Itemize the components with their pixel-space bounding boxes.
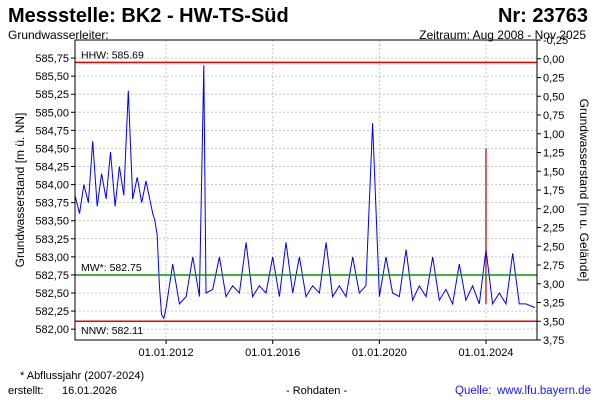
y-axis-title: Grundwasserstand [m ü. NN] [13, 113, 27, 268]
water-level-series [74, 65, 536, 320]
y-right-tick-label: 1,75 [543, 185, 564, 197]
y-tick-label: 584,75 [35, 125, 69, 137]
y-tick-label: 583,75 [35, 198, 69, 210]
footnote: * Abflussjahr (2007-2024) [20, 370, 145, 382]
created-date: 16.01.2026 [62, 385, 118, 397]
y-right-tick-label: 1,50 [543, 166, 564, 178]
plot-frame [74, 39, 538, 341]
y-right-tick-label: 2,75 [543, 260, 564, 272]
y-right-tick-label: 2,50 [543, 241, 564, 253]
y-tick-label: 583,50 [35, 216, 69, 228]
created-label: erstellt: [8, 385, 44, 397]
y-tick-label: 584,00 [35, 180, 69, 192]
x-tick-label: 01.01.2024 [458, 347, 513, 359]
period-label: Zeitraum: Aug 2008 - Nov 2025 [419, 28, 586, 42]
y-right-tick-label: 2,25 [543, 223, 564, 235]
station-number: Nr: 23763 [497, 5, 588, 27]
y-tick-label: 585,50 [35, 71, 69, 83]
y-tick-label: 582,00 [35, 324, 69, 336]
y-right-tick-label: 3,25 [543, 298, 564, 310]
y-right-tick-label: -0,25 [543, 35, 568, 47]
y-tick-label: 584,50 [35, 143, 69, 155]
y-right-tick-label: 3,75 [543, 335, 564, 347]
ref-label-nnw: NNW: 582.11 [81, 325, 143, 337]
y-right-tick-label: 1,25 [543, 148, 564, 160]
y-right-tick-label: 3,50 [543, 316, 564, 328]
y-tick-label: 585,75 [35, 53, 69, 65]
y-tick-label: 582,50 [35, 288, 69, 300]
ref-label-mw: MW*: 582.75 [81, 262, 142, 274]
y-right-tick-label: 0,75 [543, 110, 564, 122]
y-tick-label: 582,75 [35, 270, 69, 282]
source-label: Quelle: [455, 385, 492, 397]
y-tick-label: 585,00 [35, 107, 69, 119]
y-right-axis-title: Grundwasserstand [m u. Gelände] [577, 99, 591, 282]
x-tick-label: 01.01.2016 [245, 347, 300, 359]
x-tick-label: 01.01.2012 [139, 347, 194, 359]
aquifer-label: Grundwasserleiter: [8, 28, 109, 42]
x-tick-label: 01.01.2020 [352, 347, 407, 359]
ref-label-hhw: HHW: 585.69 [81, 49, 144, 61]
y-right-tick-label: 1,00 [543, 129, 564, 141]
y-tick-label: 583,00 [35, 252, 69, 264]
y-right-tick-label: 0,50 [543, 91, 564, 103]
y-right-tick-label: 0,25 [543, 73, 564, 85]
y-tick-label: 585,25 [35, 89, 69, 101]
y-tick-label: 582,25 [35, 306, 69, 318]
source-link[interactable]: www.lfu.bayern.de [497, 385, 591, 397]
station-title: Messstelle: BK2 - HW-TS-Süd [8, 5, 289, 27]
y-tick-label: 584,25 [35, 162, 69, 174]
y-tick-label: 583,25 [35, 234, 69, 246]
y-right-tick-label: 3,00 [543, 279, 564, 291]
y-right-tick-label: 2,00 [543, 204, 564, 216]
data-type-label: - Rohdaten - [286, 385, 348, 397]
y-right-tick-label: 0,00 [543, 54, 564, 66]
